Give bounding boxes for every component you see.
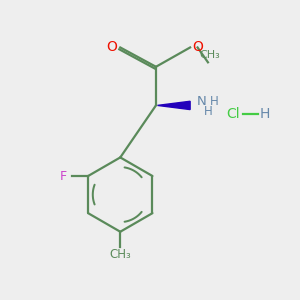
- Text: CH₃: CH₃: [199, 50, 220, 61]
- Text: H: H: [210, 95, 219, 108]
- Text: CH₃: CH₃: [110, 248, 131, 261]
- Text: H: H: [260, 107, 270, 121]
- Text: N: N: [197, 95, 207, 108]
- Text: H: H: [204, 106, 213, 118]
- Text: F: F: [59, 169, 66, 182]
- Text: O: O: [192, 40, 203, 55]
- Text: Cl: Cl: [226, 107, 240, 121]
- Polygon shape: [158, 101, 190, 110]
- Text: O: O: [106, 40, 117, 55]
